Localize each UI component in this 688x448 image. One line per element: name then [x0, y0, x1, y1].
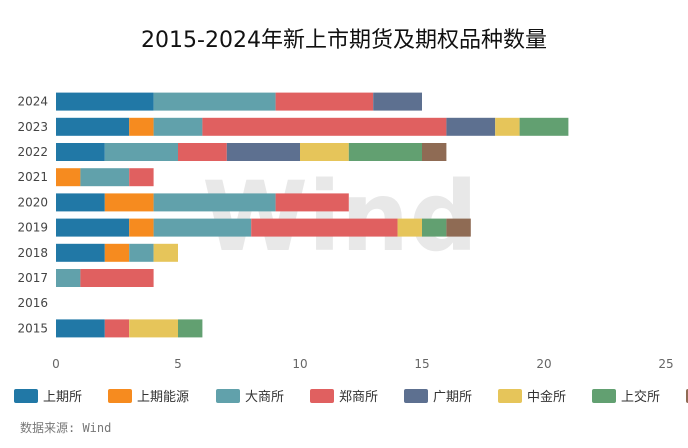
- x-tick-label: 25: [658, 357, 673, 371]
- x-tick-label: 5: [174, 357, 182, 371]
- bar-segment: [422, 218, 447, 237]
- bar-segment: [56, 92, 154, 111]
- bar-segment: [495, 117, 520, 136]
- bar-segment: [373, 92, 422, 111]
- y-tick-label: 2022: [17, 145, 48, 159]
- legend-label: 上交所: [621, 389, 660, 405]
- bar-segment: [422, 143, 447, 161]
- bar-segment: [129, 218, 154, 237]
- bar-segment: [56, 218, 130, 237]
- bar-segment: [202, 117, 447, 136]
- chart-title: 2015-2024年新上市期货及期权品种数量: [141, 28, 547, 53]
- bar-segment: [56, 269, 81, 287]
- legend-label: 中金所: [527, 389, 566, 405]
- bar-segment: [153, 117, 203, 136]
- bar-segment: [446, 117, 496, 136]
- bar-segment: [519, 117, 569, 136]
- bar-segment: [178, 319, 203, 338]
- bar-segment: [80, 269, 154, 287]
- watermark: Wind: [202, 161, 478, 273]
- bar-segment: [275, 193, 349, 212]
- x-tick-label: 10: [292, 357, 307, 371]
- x-tick-label: 15: [414, 357, 429, 371]
- legend-swatch: [108, 389, 132, 403]
- bar-segment: [178, 143, 227, 161]
- legend-label: 上期所: [43, 390, 82, 405]
- y-axis-ticks: 2024 2023 2022 2021 2020 2019 2018 2017 2016 2015: [17, 95, 48, 336]
- legend: 上期所上期能源大商所郑商所广期所中金所上交所深交所: [14, 389, 688, 405]
- bar-segment: [275, 92, 374, 111]
- bar-segment: [153, 193, 276, 212]
- y-tick-label: 2018: [17, 246, 48, 260]
- bars-group: [56, 92, 569, 338]
- bar-segment: [300, 143, 349, 161]
- bar-segment: [153, 218, 252, 237]
- x-tick-label: 20: [536, 357, 551, 371]
- y-tick-label: 2021: [17, 170, 48, 184]
- bar-segment: [56, 117, 130, 136]
- bar-segment: [226, 143, 300, 161]
- y-tick-label: 2015: [17, 321, 48, 335]
- bar-segment: [80, 168, 130, 187]
- legend-label: 郑商所: [339, 390, 378, 405]
- legend-swatch: [498, 389, 522, 403]
- x-tick-label: 0: [52, 357, 60, 371]
- legend-swatch: [404, 389, 428, 403]
- y-tick-label: 2019: [17, 221, 48, 235]
- bar-segment: [446, 218, 471, 237]
- legend-swatch: [592, 389, 616, 403]
- bar-segment: [104, 193, 154, 212]
- legend-label: 上期能源: [137, 390, 189, 405]
- legend-swatch: [310, 389, 334, 403]
- bar-segment: [129, 319, 178, 338]
- bar-segment: [56, 193, 105, 212]
- bar-segment: [129, 168, 154, 187]
- legend-swatch: [14, 389, 38, 403]
- y-tick-label: 2024: [17, 95, 48, 109]
- legend-label: 广期所: [433, 390, 472, 405]
- bar-segment: [104, 243, 130, 262]
- bar-segment: [56, 143, 105, 161]
- bar-segment: [129, 117, 154, 136]
- bar-segment: [348, 143, 422, 161]
- y-tick-label: 2020: [17, 195, 48, 209]
- bar-segment: [56, 319, 105, 338]
- bar-segment: [104, 143, 178, 161]
- y-tick-label: 2017: [17, 271, 48, 285]
- bar-segment: [397, 218, 422, 237]
- bar-segment: [104, 319, 130, 338]
- data-source-note: 数据来源: Wind: [20, 421, 112, 435]
- bar-segment: [153, 92, 276, 111]
- bar-segment: [129, 243, 154, 262]
- legend-swatch: [216, 389, 240, 403]
- x-axis-ticks: 0 5 10 15 20 25: [52, 357, 673, 371]
- bar-segment: [56, 168, 81, 187]
- bar-segment: [153, 243, 178, 262]
- bar-segment: [56, 243, 105, 262]
- y-tick-label: 2023: [17, 120, 48, 134]
- bar-segment: [251, 218, 398, 237]
- legend-label: 大商所: [245, 390, 284, 405]
- y-tick-label: 2016: [17, 296, 48, 310]
